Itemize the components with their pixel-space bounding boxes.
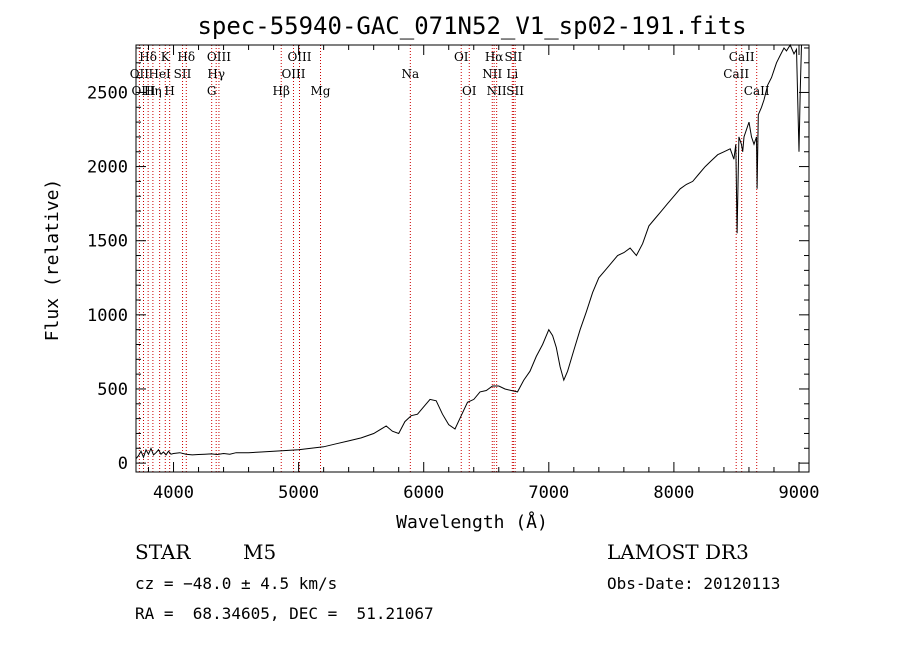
- survey-name: LAMOST DR3: [607, 540, 749, 564]
- line-marker-label: SII: [506, 84, 524, 98]
- spectrum-series-line: [135, 43, 802, 460]
- y-tick-label: 2500: [87, 83, 128, 103]
- plot-frame: [135, 44, 810, 473]
- line-marker-label: CaII: [744, 84, 770, 98]
- line-marker-label: SII: [505, 50, 523, 64]
- x-tick-label: 7000: [528, 483, 569, 503]
- x-tick-label: 4000: [153, 483, 194, 503]
- line-marker-label: OIII: [281, 67, 305, 81]
- line-marker-label: NII: [482, 67, 502, 81]
- line-marker-label: Hη: [144, 84, 162, 98]
- line-marker-label: H: [164, 84, 174, 98]
- ra-dec: RA = 68.34605, DEC = 51.21067: [135, 604, 434, 623]
- chart-title: spec-55940-GAC_071N52_V1_sp02-191.fits: [197, 12, 746, 40]
- object-class: STAR: [135, 540, 191, 564]
- line-marker-label: Hδ: [139, 50, 157, 64]
- line-marker-label: Mg: [311, 84, 331, 98]
- line-marker-label: OIII: [131, 84, 155, 98]
- x-axis-label: Wavelength (Å): [396, 511, 548, 533]
- line-marker-label: OIII: [287, 50, 311, 64]
- line-markers: [138, 45, 758, 472]
- line-marker-label: SII: [174, 67, 192, 81]
- line-marker-label: K: [161, 50, 171, 64]
- x-tick-label: 9000: [779, 483, 820, 503]
- y-tick-label: 0: [118, 454, 128, 474]
- y-axis-ticks: 0 500 1000 1500 2000 2500: [87, 47, 809, 474]
- y-axis-label: Flux (relative): [42, 179, 63, 342]
- y-tick-label: 1000: [87, 306, 128, 326]
- line-marker-label: Hα: [485, 50, 504, 64]
- line-marker-label: Hδ: [177, 50, 195, 64]
- line-marker-label: G: [207, 84, 217, 98]
- y-tick-label: 500: [97, 380, 128, 400]
- line-marker-label: CaII: [729, 50, 755, 64]
- y-tick-label: 2000: [87, 158, 128, 178]
- line-marker-label: NII: [487, 84, 507, 98]
- y-tick-label: 1500: [87, 232, 128, 252]
- line-marker-label: OI: [454, 50, 469, 64]
- x-tick-label: 5000: [278, 483, 319, 503]
- x-axis-ticks: 4000 5000 6000 7000 8000 9000: [148, 45, 820, 503]
- line-marker-label: Li: [506, 67, 518, 81]
- x-tick-label: 6000: [403, 483, 444, 503]
- object-subclass: M5: [243, 540, 276, 564]
- redshift-cz: cz = −48.0 ± 4.5 km/s: [135, 574, 337, 593]
- line-marker-label: CaII: [723, 67, 749, 81]
- line-marker-label: HeI: [148, 67, 171, 81]
- x-tick-label: 8000: [653, 483, 694, 503]
- line-marker-label: OIII: [207, 50, 231, 64]
- obs-date: Obs-Date: 20120113: [607, 574, 780, 593]
- line-marker-label: Hγ: [207, 67, 225, 81]
- line-marker-label: OI: [462, 84, 477, 98]
- line-marker-label: OII: [130, 67, 150, 81]
- line-marker-label: Na: [402, 67, 420, 81]
- line-marker-label: Hβ: [273, 84, 290, 98]
